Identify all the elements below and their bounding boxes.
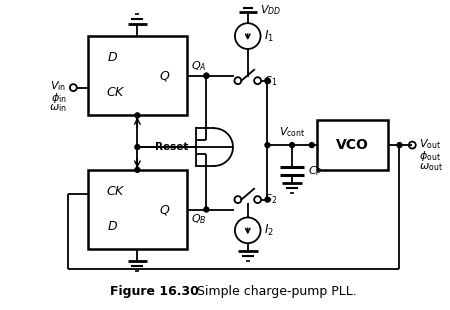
Text: $C_P$: $C_P$ [308,164,322,178]
Circle shape [265,143,270,148]
Circle shape [309,143,314,148]
Circle shape [254,196,261,203]
Circle shape [265,197,270,202]
Text: $Q_A$: $Q_A$ [191,59,206,73]
Circle shape [70,84,77,91]
Text: Figure 16.30: Figure 16.30 [110,285,198,298]
Text: $CK$: $CK$ [106,86,126,99]
Text: $Q_B$: $Q_B$ [191,213,206,226]
Text: VCO: VCO [336,138,369,152]
Text: $D$: $D$ [107,220,118,233]
Circle shape [204,207,209,212]
Text: $S_1$: $S_1$ [265,74,278,87]
Text: $V_{DD}$: $V_{DD}$ [260,3,281,17]
Circle shape [204,73,209,78]
Circle shape [135,144,140,149]
Bar [317,120,387,170]
Text: $Q$: $Q$ [159,69,171,83]
Circle shape [235,23,261,49]
Circle shape [254,77,261,84]
Circle shape [234,196,241,203]
Text: Reset: Reset [155,142,189,152]
Circle shape [135,167,140,172]
Text: $\phi_{\rm in}$: $\phi_{\rm in}$ [50,91,67,104]
Text: $S_2$: $S_2$ [265,193,278,206]
Text: $\omega_{\rm in}$: $\omega_{\rm in}$ [49,103,67,114]
Circle shape [235,217,261,243]
Text: $V_{\rm in}$: $V_{\rm in}$ [50,79,67,92]
Bar [88,36,187,115]
Text: $V_{\rm cont}$: $V_{\rm cont}$ [279,125,306,139]
Text: $CK$: $CK$ [106,185,126,198]
Text: $Q$: $Q$ [159,202,171,216]
Circle shape [265,78,270,83]
Text: $I_2$: $I_2$ [264,223,274,238]
Circle shape [234,77,241,84]
Text: $V_{\rm out}$: $V_{\rm out}$ [419,137,441,151]
Circle shape [204,73,209,78]
Bar [88,170,187,249]
Text: $\phi_{\rm out}$: $\phi_{\rm out}$ [419,149,441,163]
Circle shape [397,143,402,148]
Circle shape [135,113,140,118]
Text: $\omega_{\rm out}$: $\omega_{\rm out}$ [419,161,443,173]
Text: $D$: $D$ [107,51,118,64]
Circle shape [409,142,416,148]
Circle shape [265,78,270,83]
Text: Simple charge-pump PLL.: Simple charge-pump PLL. [198,285,357,298]
Circle shape [290,143,295,148]
Text: $I_1$: $I_1$ [264,29,274,44]
